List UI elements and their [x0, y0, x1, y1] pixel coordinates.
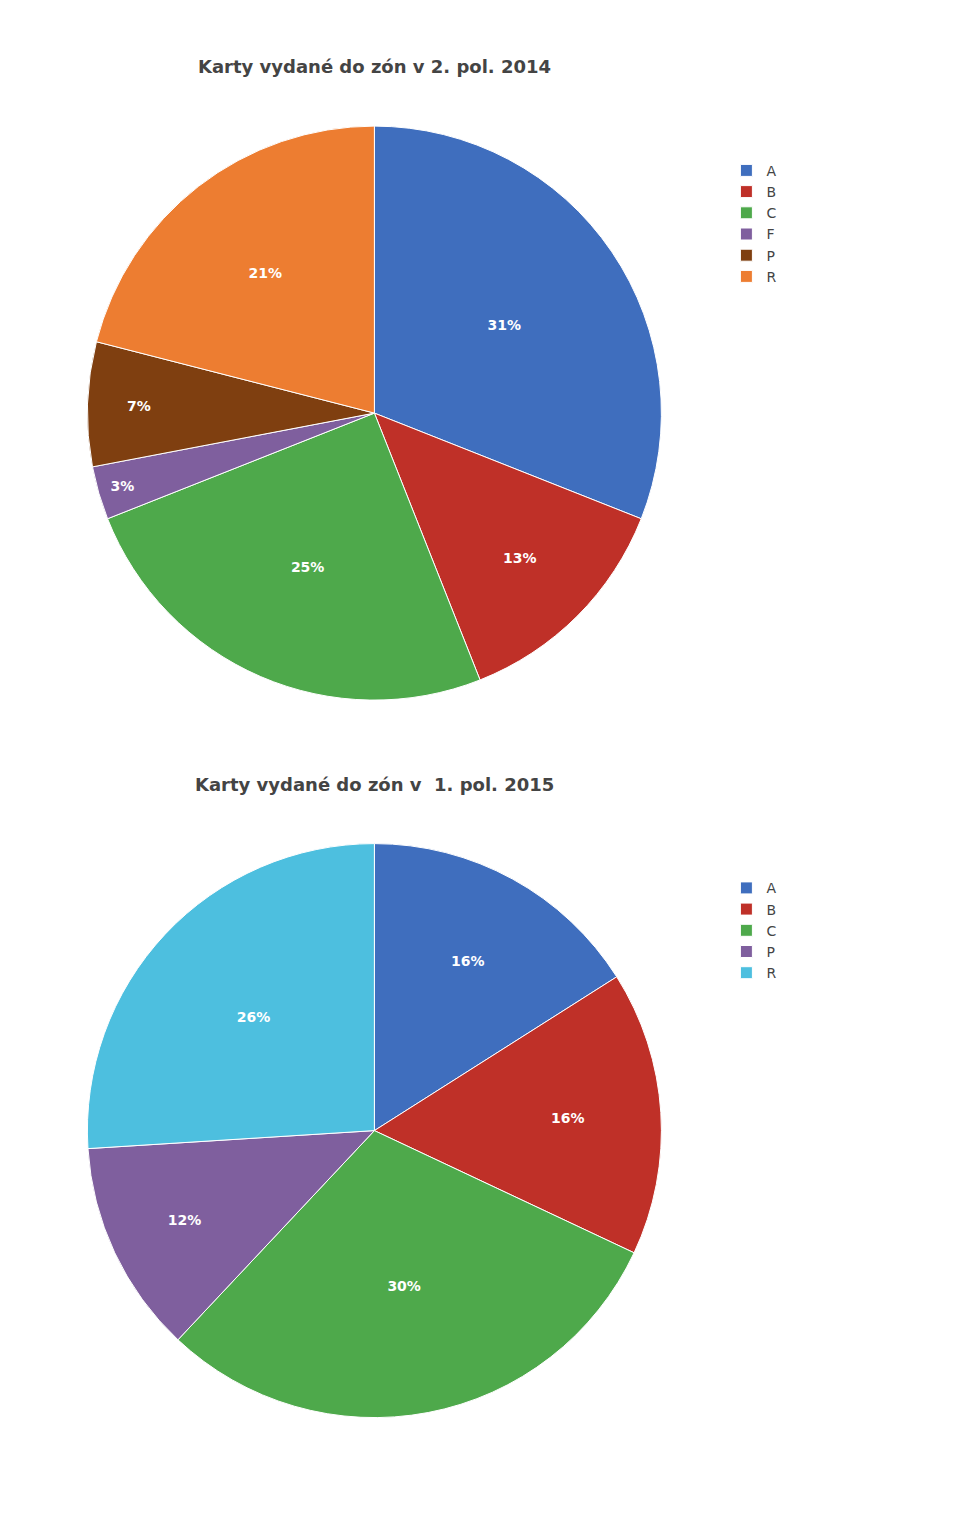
svg-text:30%: 30%: [387, 1278, 421, 1294]
svg-text:A: A: [766, 880, 776, 896]
svg-text:Karty vydané do zón v 1. pol.: Karty vydané do zón v 1. pol. 2015: [195, 774, 554, 795]
svg-text:P: P: [766, 248, 774, 264]
svg-text:25%: 25%: [291, 559, 325, 575]
svg-text:21%: 21%: [249, 265, 283, 281]
svg-text:7%: 7%: [127, 398, 151, 414]
svg-text:F: F: [766, 226, 774, 242]
svg-text:Karty vydané do zón v 2. pol.: Karty vydané do zón v 2. pol. 2014: [198, 56, 551, 77]
svg-text:3%: 3%: [111, 478, 135, 494]
svg-text:R: R: [766, 965, 776, 981]
svg-text:16%: 16%: [551, 1110, 585, 1126]
svg-text:C: C: [766, 923, 776, 939]
svg-text:R: R: [766, 269, 776, 285]
svg-text:26%: 26%: [237, 1009, 271, 1025]
svg-text:P: P: [766, 944, 774, 960]
svg-text:C: C: [766, 205, 776, 221]
svg-text:A: A: [766, 163, 776, 179]
svg-text:13%: 13%: [503, 550, 537, 566]
svg-text:31%: 31%: [488, 317, 522, 333]
svg-text:16%: 16%: [451, 953, 485, 969]
svg-text:B: B: [766, 902, 776, 918]
svg-text:B: B: [766, 184, 776, 200]
svg-text:12%: 12%: [168, 1212, 202, 1228]
